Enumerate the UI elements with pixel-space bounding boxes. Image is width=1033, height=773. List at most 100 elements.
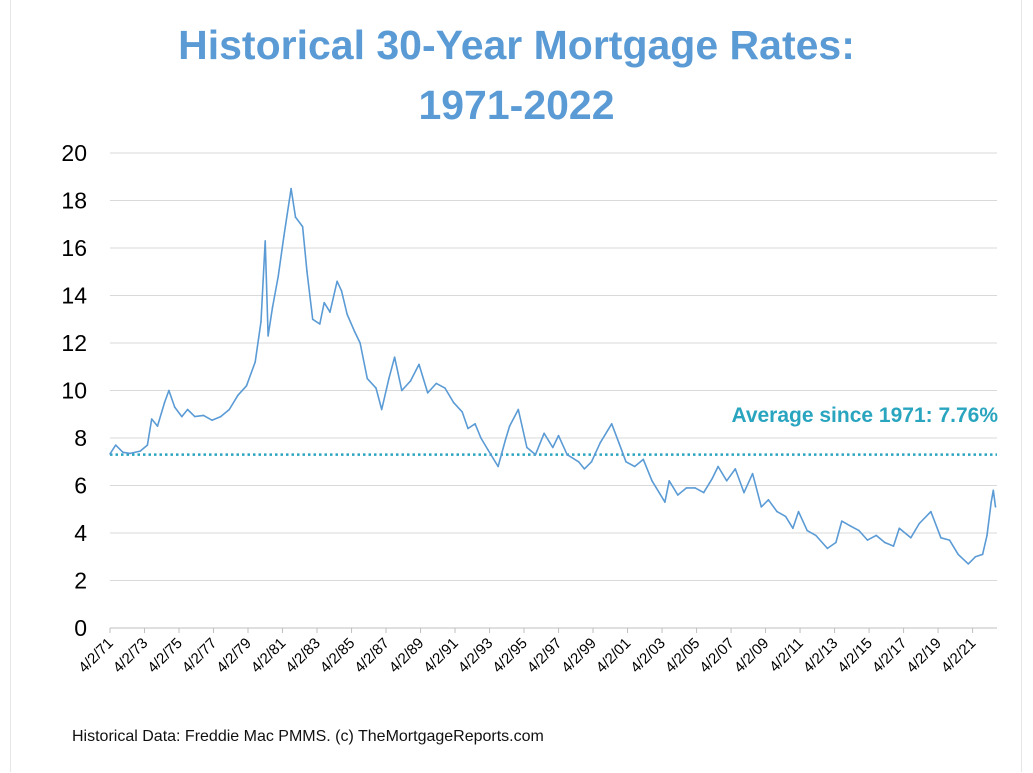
data-point xyxy=(725,479,728,482)
data-point xyxy=(346,313,349,316)
x-tick-label: 4/2/89 xyxy=(386,635,428,677)
data-point xyxy=(418,363,420,366)
data-point xyxy=(146,444,149,446)
data-point xyxy=(400,389,403,392)
data-point xyxy=(277,275,280,278)
data-point xyxy=(264,240,267,242)
data-point xyxy=(219,415,222,418)
y-tick-label: 6 xyxy=(74,473,87,499)
data-point xyxy=(319,323,321,325)
data-point xyxy=(228,408,231,411)
data-point xyxy=(271,306,274,309)
data-point xyxy=(336,280,338,283)
x-tick-label: 4/2/19 xyxy=(903,635,945,677)
data-point xyxy=(543,432,545,435)
data-point xyxy=(211,419,213,421)
data-point xyxy=(526,446,528,449)
data-point xyxy=(840,520,843,522)
data-point xyxy=(986,534,988,537)
data-point xyxy=(743,491,745,494)
x-tick-label: 4/2/05 xyxy=(662,635,704,677)
data-point xyxy=(776,510,778,513)
x-tick-label: 4/2/11 xyxy=(766,635,807,676)
x-tick-label: 4/2/01 xyxy=(593,635,635,677)
x-tick-label: 4/2/83 xyxy=(282,635,324,677)
chart-frame xyxy=(10,0,1022,772)
data-point xyxy=(139,450,142,452)
data-point xyxy=(974,555,977,558)
data-point xyxy=(940,536,942,539)
y-tick-label: 4 xyxy=(74,520,87,546)
data-point xyxy=(826,547,829,550)
data-point xyxy=(664,501,666,503)
x-tick-label: 4/2/09 xyxy=(731,635,773,677)
data-point xyxy=(994,506,997,508)
data-point xyxy=(967,563,970,565)
chart-title: Historical 30-Year Mortgage Rates: xyxy=(178,22,855,68)
data-point xyxy=(444,387,446,389)
data-point xyxy=(504,439,507,442)
data-point xyxy=(254,361,256,363)
data-point xyxy=(792,527,794,530)
mortgage-rate-series-line xyxy=(109,187,997,565)
data-point xyxy=(760,506,763,508)
data-point xyxy=(508,425,511,427)
y-tick-label: 8 xyxy=(74,425,87,451)
data-point xyxy=(918,522,921,525)
chart-subtitle: 1971-2022 xyxy=(418,82,615,128)
data-point xyxy=(353,330,356,332)
x-tick-label: 4/2/15 xyxy=(834,635,876,677)
x-tick-label: 4/2/17 xyxy=(869,635,911,677)
data-point xyxy=(129,452,131,455)
data-point xyxy=(717,465,719,468)
data-point xyxy=(193,415,196,418)
x-tick-label: 4/2/93 xyxy=(455,635,497,677)
data-point xyxy=(245,384,248,387)
data-point xyxy=(426,392,429,394)
data-point xyxy=(388,377,390,380)
data-point xyxy=(806,529,809,532)
data-point xyxy=(260,320,262,323)
data-point xyxy=(751,472,754,475)
data-point xyxy=(109,453,111,455)
data-point xyxy=(237,394,239,397)
data-point xyxy=(173,406,176,408)
data-point xyxy=(815,534,817,537)
data-point xyxy=(323,301,325,304)
data-point xyxy=(375,387,377,389)
x-tick-label: 4/2/07 xyxy=(696,635,738,677)
data-point xyxy=(909,536,912,539)
data-point xyxy=(461,411,464,413)
data-point xyxy=(290,187,292,190)
data-point xyxy=(633,465,636,468)
data-point xyxy=(590,460,593,463)
data-point xyxy=(797,510,800,513)
data-point xyxy=(393,356,396,359)
data-point xyxy=(784,515,787,518)
data-point xyxy=(557,434,560,437)
y-tick-label: 0 xyxy=(74,615,87,641)
data-point xyxy=(150,418,153,420)
data-point xyxy=(957,553,959,556)
x-tick-label: 4/2/77 xyxy=(179,635,221,677)
data-point xyxy=(566,453,568,456)
data-point xyxy=(359,342,361,344)
x-tick-label: 4/2/13 xyxy=(800,635,842,677)
data-point xyxy=(114,444,117,446)
data-point xyxy=(981,553,984,556)
data-point xyxy=(990,501,992,503)
data-point xyxy=(435,382,438,385)
data-point xyxy=(992,489,995,492)
data-point xyxy=(835,541,837,544)
data-point xyxy=(711,477,714,480)
data-point xyxy=(734,468,737,470)
data-point xyxy=(599,441,602,444)
x-tick-label: 4/2/95 xyxy=(489,635,531,677)
data-point xyxy=(651,479,653,482)
data-point xyxy=(849,525,852,527)
x-tick-label: 4/2/91 xyxy=(420,635,462,677)
data-point xyxy=(452,401,455,404)
data-point xyxy=(480,437,482,439)
data-point xyxy=(892,545,895,547)
